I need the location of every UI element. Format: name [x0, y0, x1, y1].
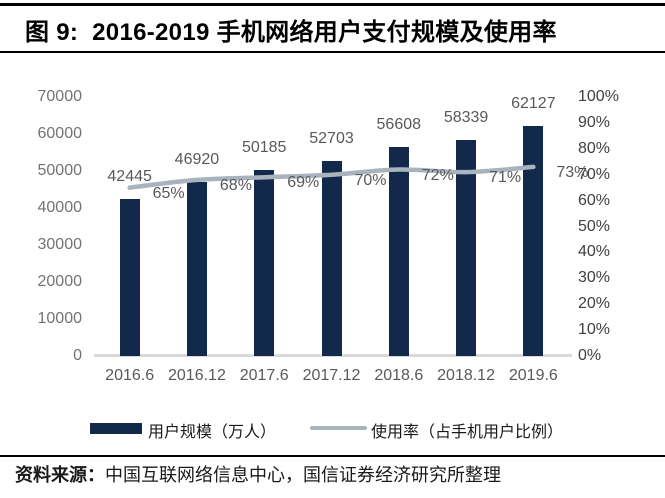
x-axis-label: 2016.12 — [168, 367, 226, 384]
bar-value-label: 56608 — [376, 115, 422, 133]
line-point-label: 72% — [421, 166, 454, 184]
x-axis-label: 2017.12 — [302, 367, 361, 384]
right-axis-tick: 20% — [578, 295, 611, 313]
source-note: 资料来源：中国互联网络信息中心，国信证券经济研究所整理 — [15, 461, 501, 487]
bar — [523, 126, 544, 356]
bar — [321, 160, 342, 356]
legend-bar-swatch — [90, 423, 142, 434]
line-point-label: 65% — [152, 184, 185, 202]
x-axis-label: 2019.6 — [508, 367, 558, 384]
x-axis-label: 2016.6 — [105, 367, 155, 384]
legend-bar-label: 用户规模（万人） — [148, 424, 277, 441]
right-axis-tick: 50% — [578, 217, 611, 235]
right-axis-tick: 70% — [578, 165, 611, 183]
x-axis-label: 2018.12 — [437, 367, 495, 384]
left-axis-tick: 0 — [73, 347, 82, 364]
x-axis-label: 2017.6 — [239, 367, 289, 384]
right-axis-tick: 40% — [578, 243, 611, 261]
left-axis-tick: 50000 — [37, 162, 83, 179]
top-rule — [0, 3, 665, 6]
bar — [186, 182, 207, 356]
left-axis-tick: 20000 — [37, 273, 83, 290]
line-point-label: 68% — [219, 176, 252, 194]
right-axis-tick: 30% — [578, 269, 611, 287]
bar-value-label: 46920 — [174, 151, 220, 169]
left-axis-tick: 70000 — [37, 88, 83, 105]
bar-value-label: 62127 — [511, 95, 556, 113]
left-axis-tick: 30000 — [37, 236, 83, 253]
right-axis-tick: 10% — [578, 321, 611, 339]
bar — [456, 140, 477, 356]
figure-title: 图 9: 2016-2019 手机网络用户支付规模及使用率 — [25, 19, 557, 46]
footer-rule — [0, 455, 665, 457]
bar-value-label: 50185 — [241, 139, 287, 157]
left-axis-tick: 40000 — [37, 199, 83, 216]
chart-legend: 用户规模（万人） 使用率（占手机用户比例） — [0, 415, 665, 445]
bar — [388, 146, 409, 356]
bar-value-label: 42445 — [107, 167, 152, 185]
right-axis-tick: 0% — [578, 347, 602, 364]
line-point-label: 70% — [354, 171, 387, 189]
line-point-label: 69% — [287, 174, 320, 192]
left-axis-tick: 60000 — [37, 125, 83, 142]
right-axis-tick: 80% — [578, 139, 611, 157]
line-point-label: 73% — [556, 163, 589, 181]
combo-chart: 0 10000 20000 30000 40000 50000 60000 70000 0% 10… — [0, 60, 665, 400]
bar-value-label: 52703 — [309, 129, 354, 147]
source-text: 中国互联网络信息中心，国信证券经济研究所整理 — [105, 465, 501, 485]
title-rule — [0, 51, 665, 53]
right-axis-tick: 100% — [578, 88, 619, 105]
legend-line-label: 使用率（占手机用户比例） — [371, 424, 564, 441]
bar — [254, 170, 275, 356]
x-axis-label: 2018.6 — [374, 367, 424, 384]
bar — [119, 198, 140, 356]
legend-line-swatch — [310, 426, 367, 430]
right-axis-tick: 60% — [578, 191, 611, 209]
left-axis-tick: 10000 — [37, 310, 83, 327]
right-axis-tick: 90% — [578, 113, 611, 131]
line-point-label: 71% — [489, 169, 522, 187]
source-prefix: 资料来源： — [15, 465, 105, 485]
bar-value-label: 58339 — [443, 109, 489, 127]
